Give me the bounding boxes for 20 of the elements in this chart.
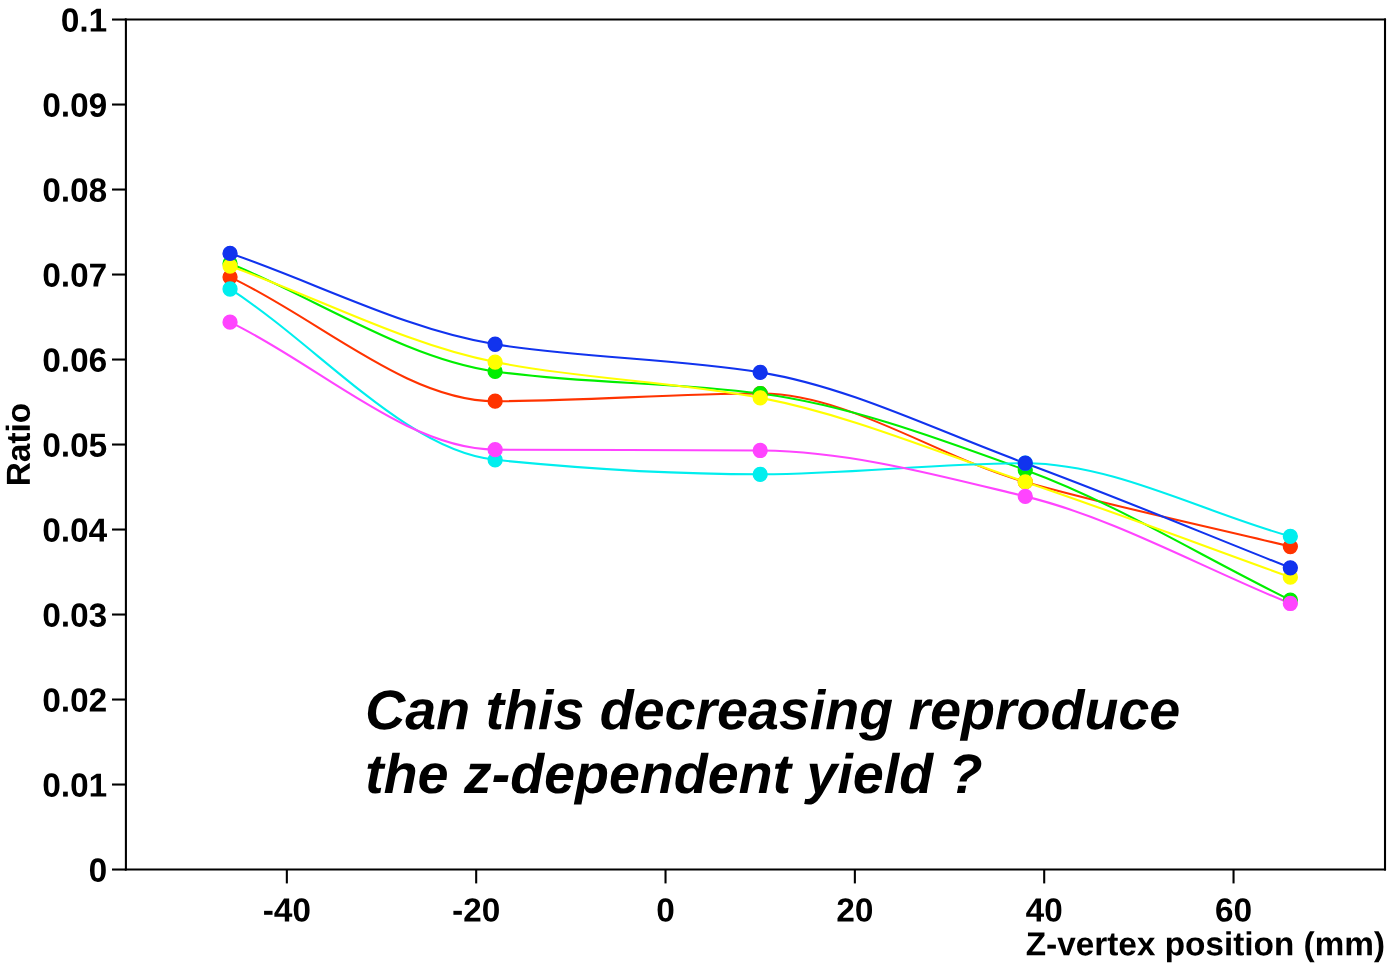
y-tick-label: 0.08 (43, 178, 107, 202)
y-tick-label: 0 (89, 858, 106, 882)
y-tick-label: 0.09 (43, 93, 106, 117)
x-axis-title: Z-vertex position (mm) (1026, 931, 1384, 963)
x-tick-label: 60 (1216, 898, 1251, 922)
x-tick-label: 0 (657, 898, 674, 922)
x-tick-label: -20 (453, 898, 499, 922)
x-tick-label: -40 (264, 898, 310, 922)
y-axis-title: Ratio (5, 404, 31, 484)
y-tick-label: 0.04 (43, 518, 107, 542)
y-tick-label: 0.03 (43, 603, 106, 627)
x-tick-label: 40 (1026, 898, 1062, 922)
y-tick-label: 0.02 (43, 688, 106, 712)
y-tick-label: 0.05 (43, 433, 107, 457)
y-tick-label: 0.06 (43, 348, 106, 372)
y-tick-label: 0.07 (43, 263, 106, 287)
y-tick-label: 0.01 (43, 773, 107, 797)
x-tick-label: 20 (837, 898, 873, 922)
y-tick-label: 0.1 (62, 8, 107, 32)
annotation: Can this decreasing reproduce the z-dependent yield ? (367, 688, 1179, 805)
